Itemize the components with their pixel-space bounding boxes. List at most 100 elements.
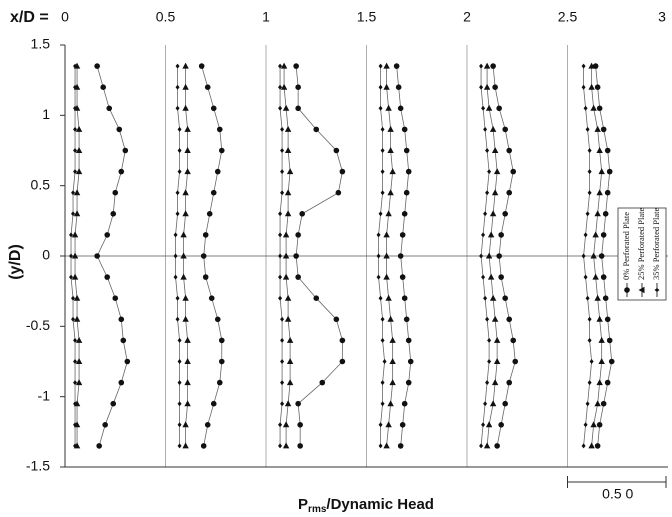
point [73, 443, 78, 449]
point [339, 358, 346, 365]
point [73, 401, 78, 407]
point [587, 380, 592, 386]
point [491, 379, 499, 386]
point [403, 189, 410, 196]
point [481, 232, 486, 238]
point [173, 253, 178, 259]
point [602, 295, 609, 302]
point [118, 379, 125, 386]
point [485, 380, 490, 386]
point [177, 443, 182, 449]
point [177, 337, 182, 343]
point [208, 295, 215, 302]
point [282, 104, 290, 111]
point [481, 105, 486, 111]
point [483, 211, 488, 217]
point [483, 295, 488, 301]
point [319, 379, 326, 386]
point [594, 443, 601, 449]
point [383, 252, 390, 259]
point [380, 337, 385, 343]
point [282, 252, 290, 259]
point [278, 253, 283, 259]
legend: 0% Perforated Plate 25% Perforated Plate 3… [617, 207, 667, 301]
legend-label: 25% Perforated Plate [636, 208, 646, 280]
point [313, 295, 320, 302]
point [502, 126, 508, 133]
point [278, 443, 283, 449]
point [73, 169, 78, 175]
point [583, 232, 588, 238]
point [493, 336, 501, 343]
point [297, 443, 303, 449]
point [588, 442, 595, 449]
point [71, 252, 79, 259]
point [75, 358, 83, 364]
point [175, 105, 180, 111]
x-tick-label: 0.5 [156, 9, 176, 25]
point [71, 211, 76, 217]
point [587, 169, 592, 175]
point [73, 126, 78, 132]
point [596, 105, 603, 112]
point [75, 379, 83, 386]
point [490, 63, 496, 69]
point [173, 232, 178, 238]
point [173, 274, 178, 280]
point [335, 189, 342, 196]
point [313, 126, 320, 133]
point [184, 400, 191, 407]
point [496, 105, 502, 112]
point [491, 189, 499, 196]
point [280, 148, 285, 153]
point [278, 84, 283, 90]
point [278, 211, 283, 217]
point [282, 421, 290, 428]
x-tick-label: 1 [262, 9, 270, 25]
point [293, 63, 299, 69]
point [397, 253, 404, 259]
point [485, 190, 490, 196]
point [278, 274, 283, 280]
point [206, 211, 213, 217]
point [403, 147, 410, 154]
point [71, 190, 76, 196]
point [214, 316, 221, 323]
point [378, 443, 383, 449]
point [280, 83, 288, 90]
point [512, 358, 519, 365]
legend-box [617, 207, 667, 301]
point [510, 337, 517, 344]
point [598, 253, 605, 259]
point [387, 400, 394, 407]
point [485, 421, 493, 428]
point [210, 400, 217, 407]
point [604, 147, 611, 154]
point [218, 147, 225, 154]
point [182, 104, 189, 111]
point [284, 147, 292, 153]
point [214, 168, 221, 175]
point [184, 125, 191, 132]
y-tick-label: -1 [38, 387, 51, 403]
x-axis-label: Prms/Dynamic Head [298, 496, 434, 515]
point [182, 315, 189, 322]
point [399, 422, 406, 428]
legend-marker [638, 286, 645, 294]
point [380, 126, 385, 132]
point [124, 358, 131, 365]
x-tick-label: 1.5 [357, 9, 377, 25]
point [585, 211, 590, 217]
point [491, 315, 499, 322]
point [180, 252, 187, 259]
point [210, 189, 217, 196]
point [401, 211, 408, 217]
point [376, 253, 381, 259]
point [606, 337, 613, 344]
point [397, 443, 404, 449]
point [73, 210, 81, 217]
point [75, 168, 83, 175]
point [496, 253, 502, 259]
point [489, 294, 497, 301]
point [581, 84, 586, 90]
